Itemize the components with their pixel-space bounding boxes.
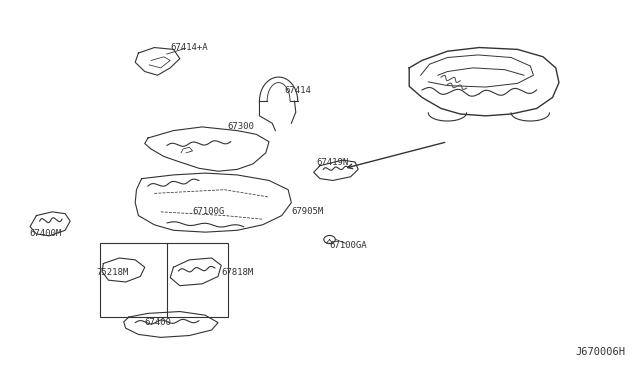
Text: 67414: 67414 <box>284 86 311 94</box>
Text: 67400: 67400 <box>144 318 171 327</box>
Text: 67400M: 67400M <box>30 230 62 238</box>
Text: 67414+A: 67414+A <box>170 43 208 52</box>
Text: 67818M: 67818M <box>221 268 253 277</box>
Text: 67419N: 67419N <box>317 157 349 167</box>
Text: J670006H: J670006H <box>575 347 625 357</box>
Text: 75218M: 75218M <box>97 268 129 277</box>
Text: 67100GA: 67100GA <box>330 241 367 250</box>
Text: 67300: 67300 <box>227 122 254 131</box>
Text: 67905M: 67905M <box>291 207 323 217</box>
Text: 67100G: 67100G <box>193 207 225 217</box>
